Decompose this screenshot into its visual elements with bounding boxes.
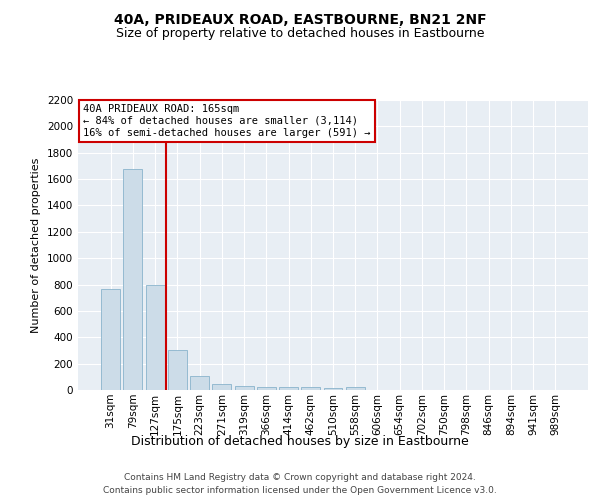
Bar bbox=[168, 350, 187, 390]
Bar bbox=[190, 376, 209, 390]
Bar bbox=[323, 388, 343, 390]
Bar bbox=[279, 388, 298, 390]
Text: Contains public sector information licensed under the Open Government Licence v3: Contains public sector information licen… bbox=[103, 486, 497, 495]
Bar bbox=[146, 284, 164, 390]
Bar bbox=[124, 168, 142, 390]
Bar bbox=[101, 288, 120, 390]
Bar bbox=[346, 388, 365, 390]
Y-axis label: Number of detached properties: Number of detached properties bbox=[31, 158, 41, 332]
Text: Size of property relative to detached houses in Eastbourne: Size of property relative to detached ho… bbox=[116, 28, 484, 40]
Bar bbox=[301, 388, 320, 390]
Text: 40A PRIDEAUX ROAD: 165sqm
← 84% of detached houses are smaller (3,114)
16% of se: 40A PRIDEAUX ROAD: 165sqm ← 84% of detac… bbox=[83, 104, 371, 138]
Bar bbox=[212, 384, 231, 390]
Text: Distribution of detached houses by size in Eastbourne: Distribution of detached houses by size … bbox=[131, 435, 469, 448]
Bar bbox=[257, 386, 276, 390]
Text: Contains HM Land Registry data © Crown copyright and database right 2024.: Contains HM Land Registry data © Crown c… bbox=[124, 472, 476, 482]
Text: 40A, PRIDEAUX ROAD, EASTBOURNE, BN21 2NF: 40A, PRIDEAUX ROAD, EASTBOURNE, BN21 2NF bbox=[113, 12, 487, 26]
Bar bbox=[235, 386, 254, 390]
